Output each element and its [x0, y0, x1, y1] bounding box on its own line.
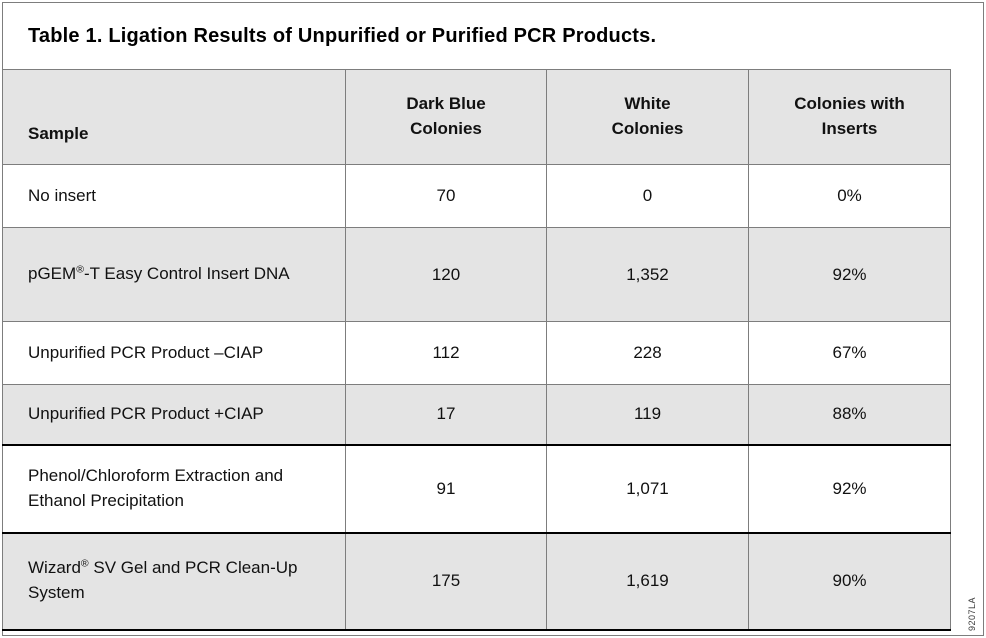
- table-row: Phenol/Chloroform Extraction and Ethanol…: [2, 443, 951, 534]
- dark-blue-colonies-cell: 112: [345, 321, 547, 385]
- white-colonies-cell: 1,352: [546, 227, 749, 322]
- table-row: Unpurified PCR Product –CIAP 112 228 67%: [2, 321, 951, 385]
- white-colonies-cell: 1,071: [546, 443, 749, 534]
- table-row: No insert 70 0 0%: [2, 164, 951, 228]
- column-header-colonies-with-inserts: Colonies with Inserts: [748, 69, 951, 165]
- sample-cell: Phenol/Chloroform Extraction and Ethanol…: [2, 443, 346, 534]
- sample-cell: Wizard® SV Gel and PCR Clean-Up System: [2, 532, 346, 631]
- table-title: Table 1. Ligation Results of Unpurified …: [28, 24, 657, 47]
- colonies-with-inserts-cell: 92%: [748, 443, 951, 534]
- sample-cell: No insert: [2, 164, 346, 228]
- white-colonies-cell: 228: [546, 321, 749, 385]
- column-header-sample: Sample: [2, 69, 346, 165]
- header-row: Sample Dark Blue Colonies White Colonies…: [2, 69, 951, 165]
- dark-blue-colonies-cell: 175: [345, 532, 547, 631]
- white-colonies-cell: 1,619: [546, 532, 749, 631]
- figure-code-label: 9207LA: [967, 596, 977, 631]
- white-colonies-cell: 0: [546, 164, 749, 228]
- dark-blue-colonies-cell: 17: [345, 384, 547, 445]
- colonies-with-inserts-cell: 90%: [748, 532, 951, 631]
- colonies-with-inserts-cell: 92%: [748, 227, 951, 322]
- dark-blue-colonies-cell: 70: [345, 164, 547, 228]
- table-row: Wizard® SV Gel and PCR Clean-Up System 1…: [2, 532, 951, 631]
- colonies-with-inserts-cell: 67%: [748, 321, 951, 385]
- column-header-dark-blue-colonies: Dark Blue Colonies: [345, 69, 547, 165]
- sample-cell: pGEM®-T Easy Control Insert DNA: [2, 227, 346, 322]
- dark-blue-colonies-cell: 120: [345, 227, 547, 322]
- white-colonies-cell: 119: [546, 384, 749, 445]
- dark-blue-colonies-cell: 91: [345, 443, 547, 534]
- sample-cell: Unpurified PCR Product –CIAP: [2, 321, 346, 385]
- column-header-white-colonies: White Colonies: [546, 69, 749, 165]
- colonies-with-inserts-cell: 88%: [748, 384, 951, 445]
- table-row: Unpurified PCR Product +CIAP 17 119 88%: [2, 384, 951, 445]
- ligation-results-table: Sample Dark Blue Colonies White Colonies…: [2, 69, 951, 631]
- colonies-with-inserts-cell: 0%: [748, 164, 951, 228]
- table-row: pGEM®-T Easy Control Insert DNA 120 1,35…: [2, 227, 951, 322]
- sample-cell: Unpurified PCR Product +CIAP: [2, 384, 346, 445]
